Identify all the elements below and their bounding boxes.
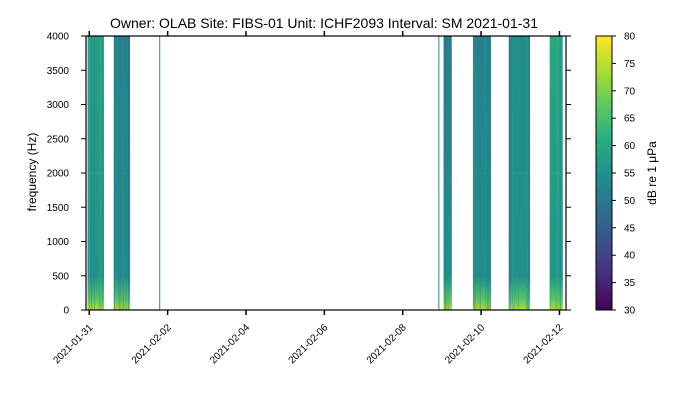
y-axis-label: frequency (Hz) (25, 133, 39, 212)
colorbar-tick-label: 60 (624, 141, 636, 152)
colorbar-tick-label: 50 (624, 196, 636, 207)
segment-0 (87, 36, 104, 310)
x-tick-label: 2021-02-06 (287, 322, 331, 366)
colorbar (595, 35, 613, 311)
segment-3 (438, 36, 440, 310)
x-tick-label: 2021-02-08 (365, 322, 409, 366)
colorbar-tick-label: 40 (624, 251, 636, 262)
y-tick-label: 2000 (47, 169, 70, 180)
y-tick-label: 3000 (47, 100, 70, 111)
y-tick-label: 3500 (47, 66, 70, 77)
spectrogram-segments (87, 36, 563, 310)
segment-band (438, 36, 440, 310)
colorbar-ticks: 30 35 40 45 50 55 60 65 70 75 80 (612, 32, 636, 317)
x-tick-label: 2021-02-12 (522, 322, 566, 366)
y-axis-ticks: 0 500 1000 1500 2000 2500 3000 3500 4000 (47, 32, 571, 317)
segment-5 (472, 36, 491, 310)
colorbar-tick-label: 65 (624, 114, 636, 125)
segment-4 (443, 36, 452, 310)
x-tick-label: 2021-02-02 (130, 322, 174, 366)
segment-1 (113, 36, 131, 310)
y-tick-label: 500 (52, 271, 69, 282)
segment-2 (159, 36, 161, 310)
plot-frame (85, 35, 567, 311)
y-tick-label: 2500 (47, 134, 70, 145)
y-tick-label: 1000 (47, 237, 70, 248)
colorbar-tick-label: 45 (624, 223, 636, 234)
x-tick-label: 2021-01-31 (51, 322, 95, 366)
colorbar-tick-label: 55 (624, 169, 636, 180)
segment-band (159, 36, 161, 310)
colorbar-tick-label: 35 (624, 278, 636, 289)
chart-title: Owner: OLAB Site: FIBS-01 Unit: ICHF2093… (110, 15, 538, 31)
y-tick-label: 1500 (47, 203, 70, 214)
colorbar-tick-label: 30 (624, 306, 636, 317)
y-tick-label: 4000 (47, 32, 70, 43)
segment-6 (508, 36, 531, 310)
x-tick-label: 2021-02-10 (443, 322, 487, 366)
colorbar-tick-label: 80 (624, 32, 636, 43)
x-tick-label: 2021-02-04 (208, 322, 252, 366)
colorbar-tick-label: 75 (624, 59, 636, 70)
y-tick-label: 0 (63, 306, 69, 317)
segment-7 (549, 36, 563, 310)
colorbar-label: dB re 1 μPa (645, 141, 659, 205)
colorbar-tick-label: 70 (624, 86, 636, 97)
